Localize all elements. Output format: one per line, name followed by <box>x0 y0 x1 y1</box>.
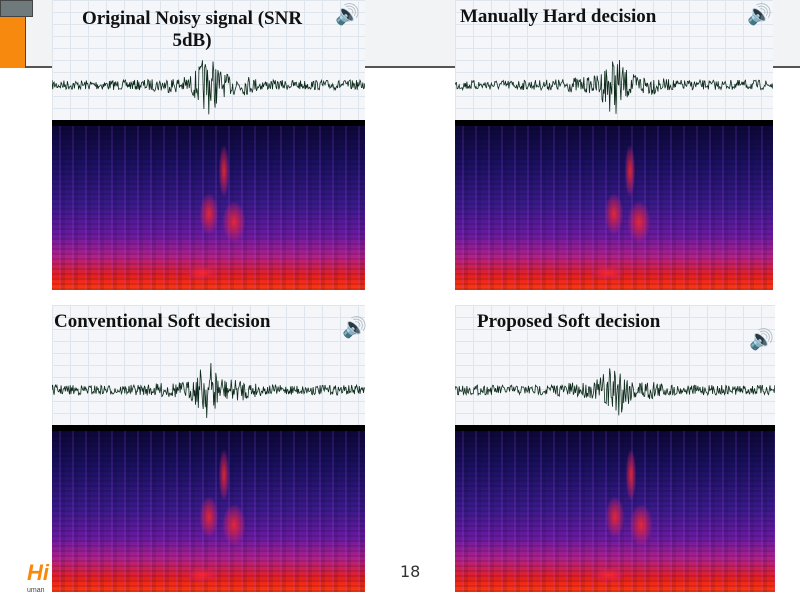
waveform-trace <box>455 59 773 114</box>
speaker-icon[interactable]: 🔊 <box>749 329 774 351</box>
spectrogram-energy <box>629 505 652 546</box>
panel-title: Original Noisy signal (SNR 5dB) <box>81 8 303 51</box>
spectrogram-energy <box>219 450 230 501</box>
waveform <box>52 0 365 120</box>
panel-original: Original Noisy signal (SNR 5dB) 🔊 <box>52 0 365 290</box>
logo-text: Hi <box>27 560 49 585</box>
panel-title: Manually Hard decision <box>460 6 657 27</box>
panel-title: Proposed Soft decision <box>477 311 661 332</box>
speaker-icon[interactable]: 🔊 <box>747 4 772 26</box>
spectrogram-energy <box>187 568 218 583</box>
panel-title: Conventional Soft decision <box>54 311 271 332</box>
spectrogram-energy <box>626 450 636 501</box>
speaker-icon[interactable]: 🔊 <box>335 4 360 26</box>
waveform-trace <box>52 362 365 419</box>
spectrogram-energy <box>187 266 218 280</box>
waveform <box>455 0 773 120</box>
spectrogram <box>455 425 775 592</box>
spectrogram-energy <box>199 496 218 537</box>
header-orange-block <box>0 17 26 68</box>
waveform-trace <box>52 60 365 115</box>
waveform-trace <box>455 368 775 416</box>
spectrogram-energy <box>199 193 218 234</box>
spectrogram-energy <box>593 568 624 583</box>
header-gray-block <box>0 0 33 17</box>
speaker-icon[interactable]: 🔊 <box>342 317 367 339</box>
spectrogram-energy <box>624 146 635 196</box>
panel-hard-decision: Manually Hard decision 🔊 <box>455 0 773 290</box>
spectrogram <box>52 425 365 592</box>
spectrogram-energy <box>606 496 624 537</box>
spectrogram <box>52 120 365 290</box>
spectrogram-energy <box>222 505 245 546</box>
panel-proposed-soft: Proposed Soft decision 🔊 <box>455 305 775 592</box>
spectrogram-energy <box>219 146 230 196</box>
spectrogram-energy <box>222 202 245 242</box>
waveform <box>455 305 775 425</box>
panel-conventional-soft: Conventional Soft decision 🔊 <box>52 305 367 592</box>
waveform <box>52 305 365 425</box>
spectrogram-energy <box>592 266 623 280</box>
spectrogram <box>455 120 773 290</box>
page-number: 18 <box>400 562 421 581</box>
logo: Hi uman <box>27 562 51 595</box>
spectrogram-energy <box>605 193 623 234</box>
spectrogram-energy <box>628 202 651 242</box>
logo-subtext: uman <box>27 587 45 594</box>
